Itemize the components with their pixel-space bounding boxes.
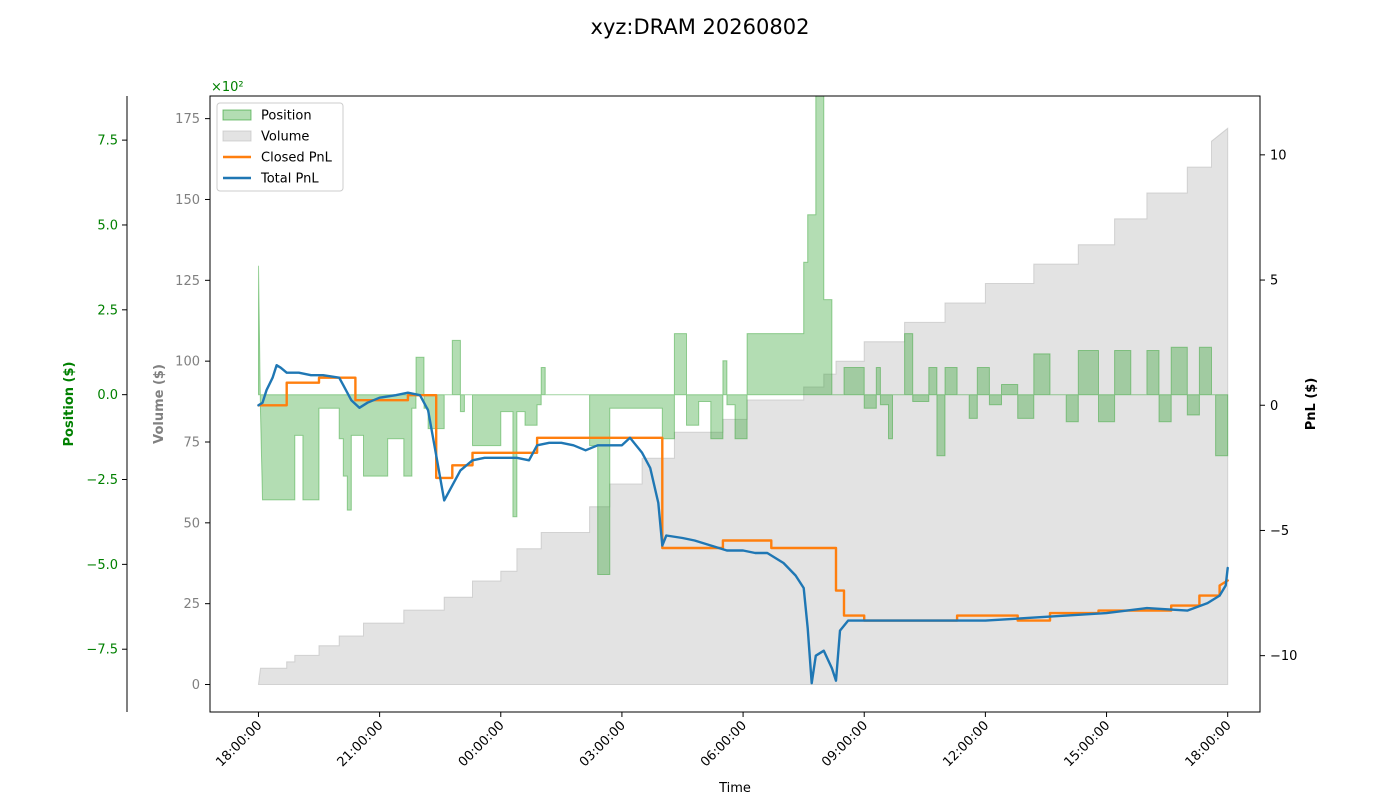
legend-label-total-pnl: Total PnL: [260, 172, 319, 187]
pnl-axis-ticks: −10 −5 0 5 10: [1260, 148, 1297, 664]
position-tick-label: −5.0: [86, 558, 118, 573]
legend-box: [216, 102, 344, 192]
plot-area: [257, 96, 1229, 685]
legend-label-position: Position: [261, 109, 312, 124]
position-tick-label: 0.0: [97, 388, 118, 403]
position-tick-label: −2.5: [86, 473, 118, 488]
volume-tick-label: 100: [175, 355, 200, 370]
pnl-tick-label: 0: [1270, 399, 1278, 414]
legend-swatch-volume: [222, 130, 252, 142]
legend-label-volume: Volume: [261, 130, 309, 145]
position-tick-label: 7.5: [97, 134, 118, 149]
volume-axis-title: Volume ($): [152, 364, 167, 444]
position-area: [258, 96, 1229, 575]
chart-title: xyz:DRAM 20260802: [591, 15, 810, 39]
pnl-series-layer: [257, 364, 1229, 685]
pnl-tick-label: 10: [1270, 148, 1287, 163]
position-tick-label: −7.5: [86, 643, 118, 658]
volume-tick-label: 150: [175, 193, 200, 208]
volume-series-layer: [257, 127, 1229, 685]
x-axis-title: Time: [718, 781, 751, 796]
pnl-axis-title: PnL ($): [1304, 378, 1319, 431]
volume-tick-label: 75: [183, 435, 200, 450]
position-axis-multiplier: ×10²: [211, 80, 244, 95]
pnl-tick-label: −10: [1270, 649, 1297, 664]
position-series-layer: [258, 96, 1229, 575]
closed-pnl-line: [257, 376, 1229, 622]
volume-tick-label: 175: [175, 112, 200, 127]
volume-area: [257, 127, 1229, 685]
position-axis-title: Position ($): [62, 362, 77, 447]
volume-tick-label: 50: [183, 516, 200, 531]
legend: Position Volume Closed PnL Total PnL: [216, 102, 344, 192]
pnl-tick-label: 5: [1270, 274, 1278, 289]
legend-swatch-position: [222, 109, 252, 121]
volume-tick-label: 0: [192, 678, 200, 693]
position-tick-label: 5.0: [97, 218, 118, 233]
volume-tick-label: 125: [175, 274, 200, 289]
volume-tick-label: 25: [183, 597, 200, 612]
position-axis-ticks: −7.5 −5.0 −2.5 0.0 2.5 5.0 7.5: [86, 134, 127, 658]
volume-axis-ticks: 0 25 50 75 100 125 150 175: [175, 112, 210, 693]
position-tick-label: 2.5: [97, 303, 118, 318]
pnl-tick-label: −5: [1270, 524, 1289, 539]
legend-label-closed-pnl: Closed PnL: [261, 151, 333, 166]
plot-frame: [209, 95, 1261, 713]
total-pnl-line: [257, 364, 1229, 685]
